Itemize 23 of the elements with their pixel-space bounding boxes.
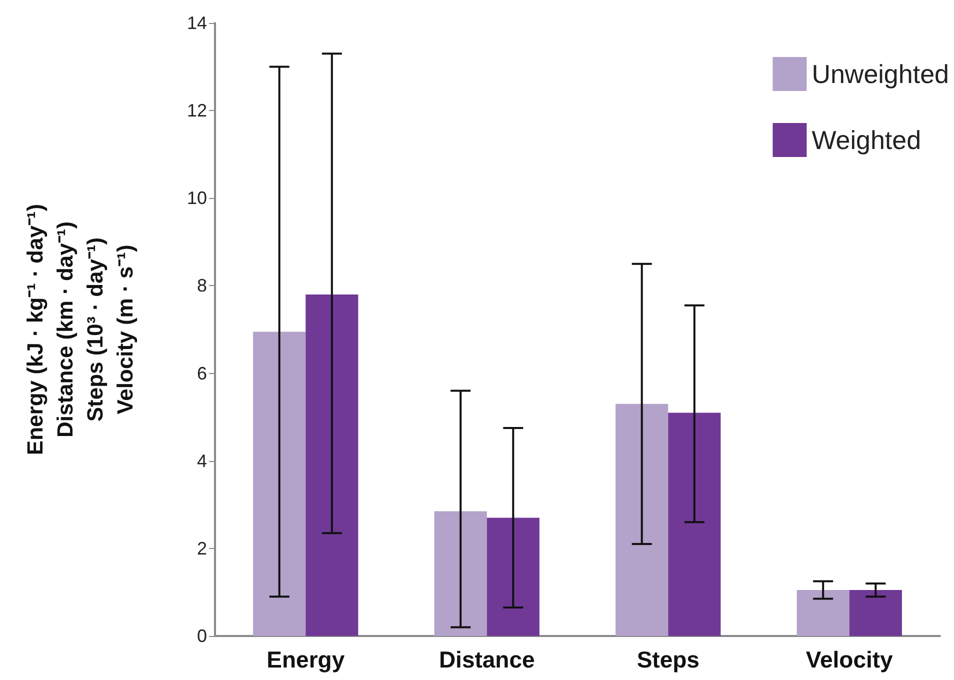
y-tick-label: 12 [186, 100, 207, 121]
x-tick-label: Distance [438, 646, 535, 672]
bar [849, 590, 902, 636]
y-tick-label: 2 [196, 538, 207, 558]
x-tick-label: Energy [266, 646, 345, 672]
bar [486, 518, 540, 636]
bar [253, 332, 306, 636]
bar [434, 511, 487, 636]
bar [668, 412, 721, 636]
y-tick-label: 6 [196, 363, 207, 384]
legend-label: Unweighted [812, 59, 949, 89]
y-tick-label: 4 [196, 450, 207, 471]
bar [616, 404, 668, 636]
x-tick-label: Velocity [806, 646, 894, 672]
bar [306, 294, 358, 636]
legend-label: Weighted [812, 125, 922, 155]
y-tick-label: 10 [186, 188, 207, 208]
bar [796, 590, 850, 636]
y-tick-label: 8 [196, 276, 207, 296]
y-tick-label: 0 [196, 626, 207, 646]
y-axis-title: Energy (kJ · kg⁻¹ · day⁻¹) Distance (km · day⁻¹) Steps (10³ · day⁻¹) Velocity (m · s⁻¹) [22, 204, 138, 456]
y-tick-label: 14 [186, 13, 207, 33]
x-tick-label: Steps [636, 646, 700, 672]
